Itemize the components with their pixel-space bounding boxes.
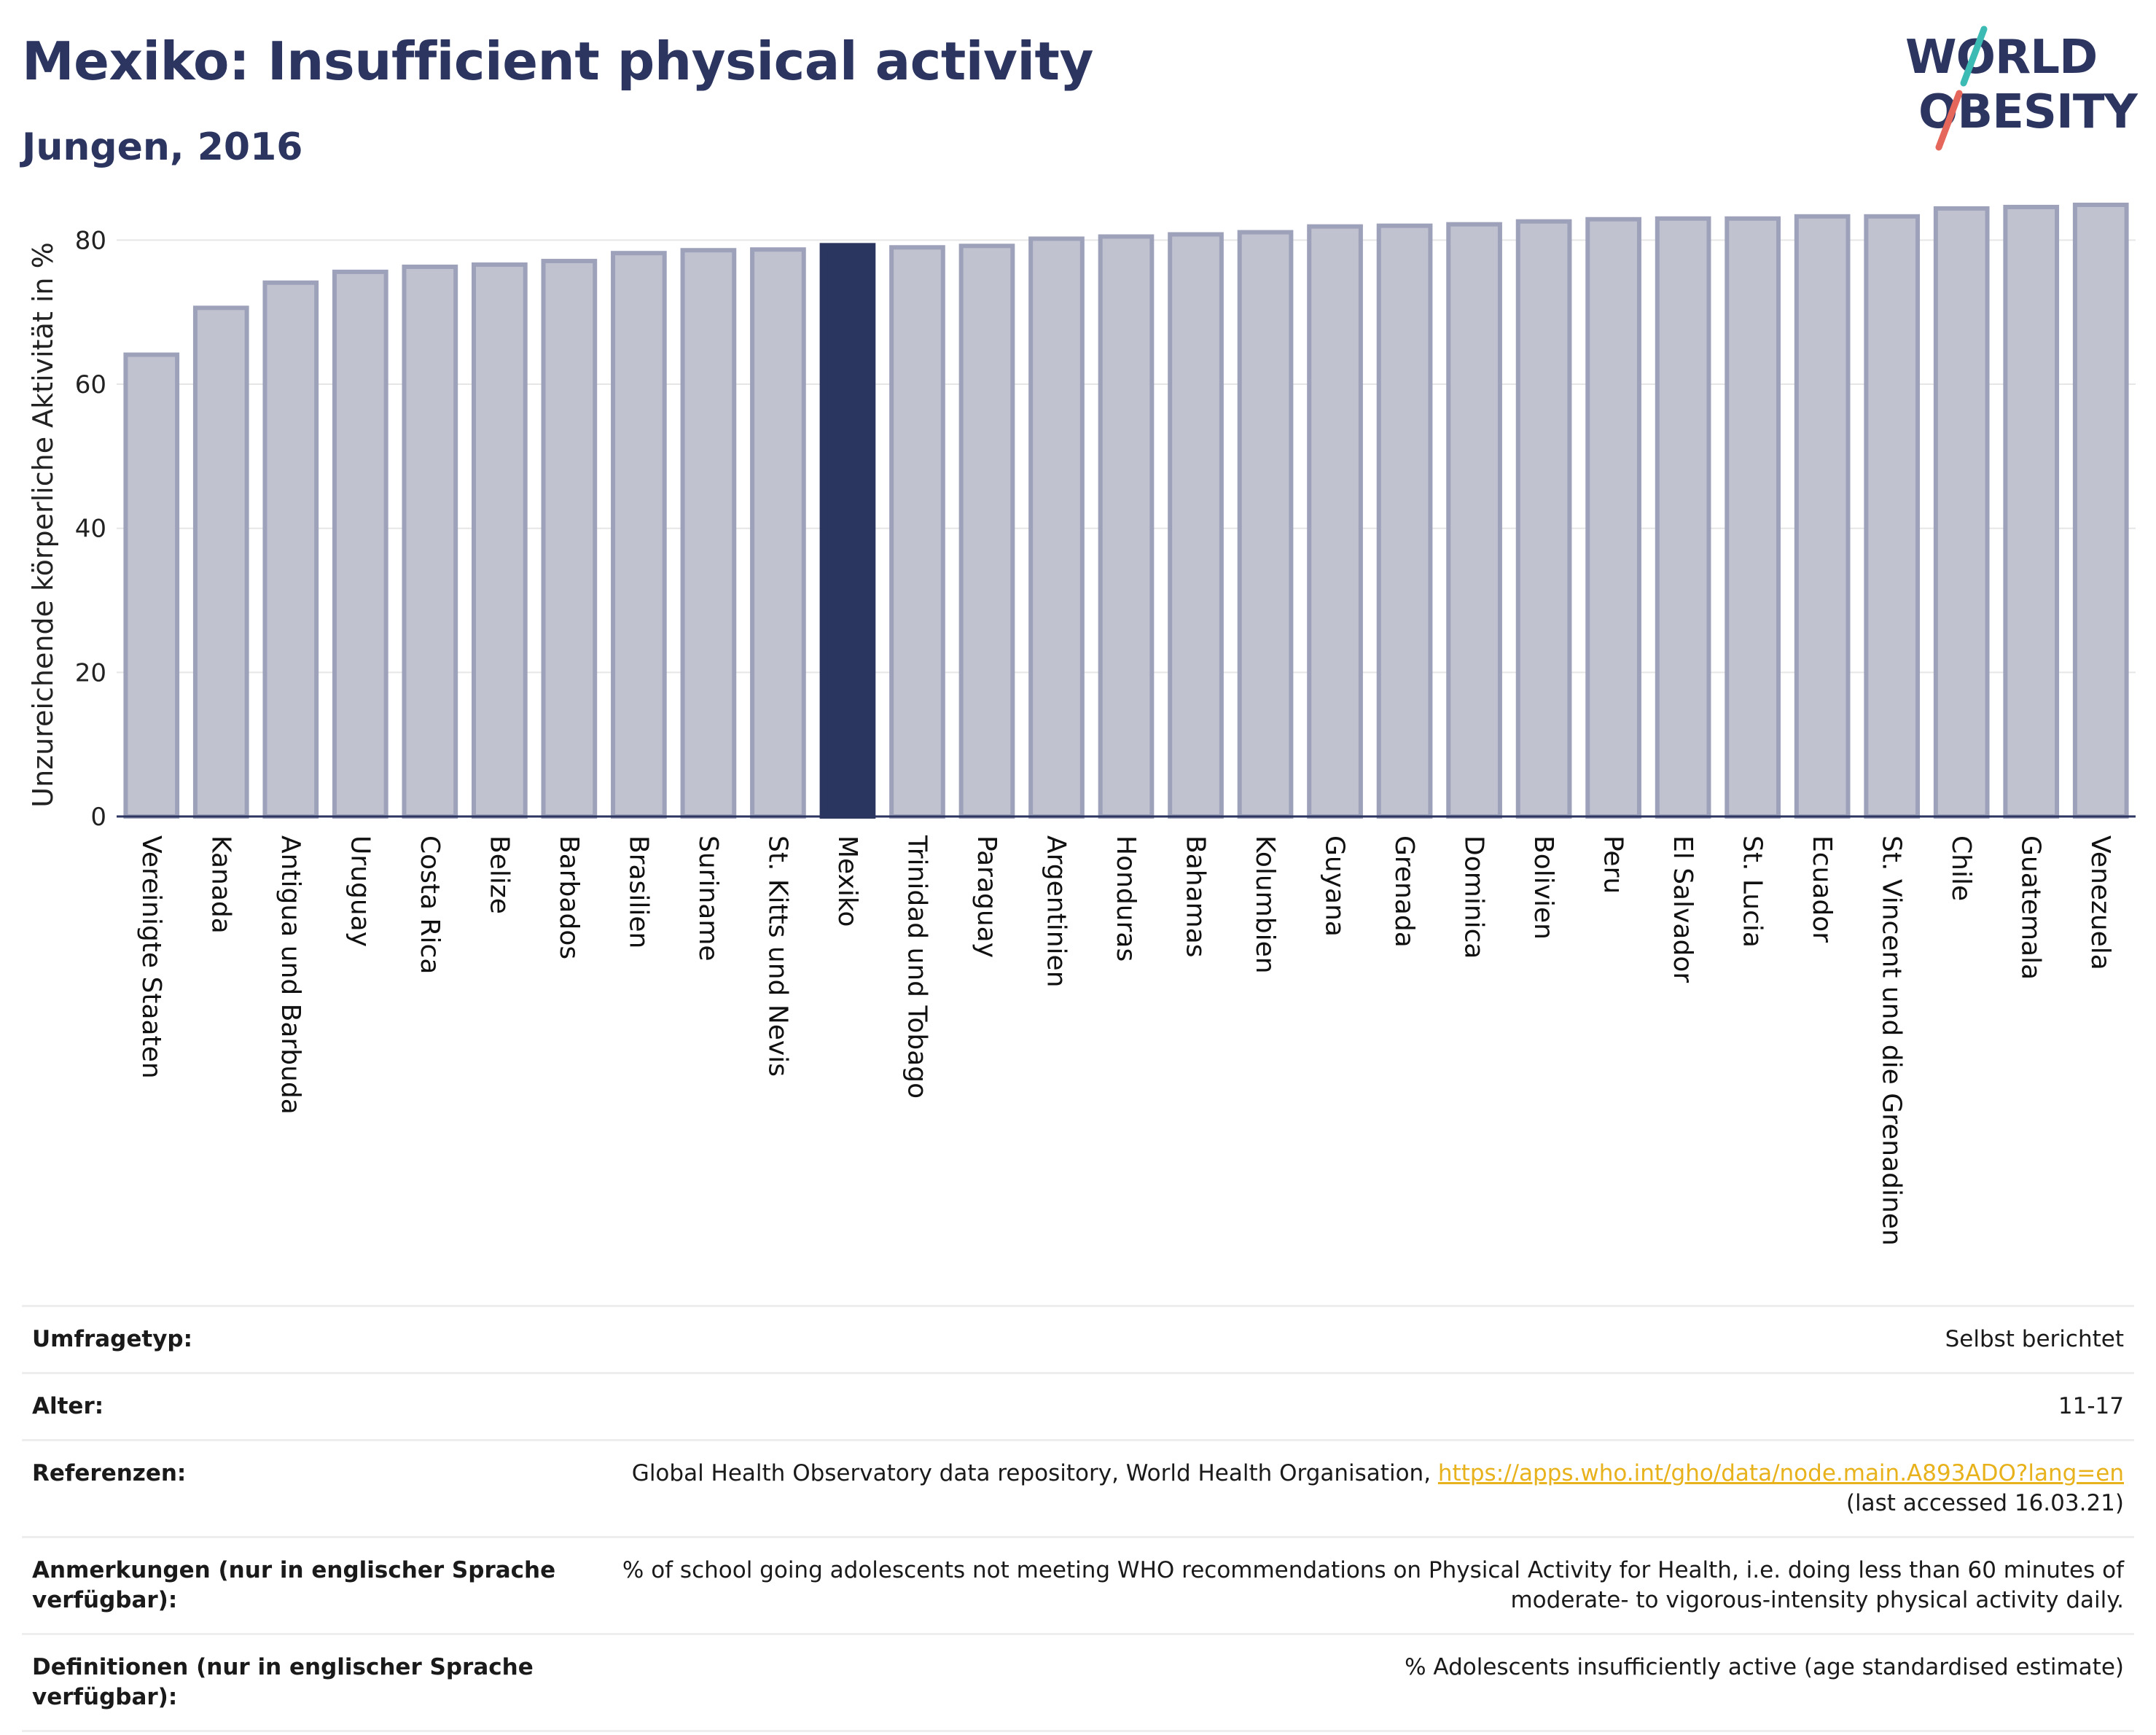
bar (1585, 217, 1641, 819)
x-tick-label: Honduras (1111, 835, 1141, 962)
y-tick-label: 0 (90, 803, 106, 832)
bar (2072, 202, 2129, 819)
info-value: 11-17 (2058, 1393, 2124, 1419)
bar (472, 262, 528, 819)
info-value: % Adolescents insufficiently active (age… (1405, 1654, 2124, 1680)
x-tick-label: Bolivien (1528, 835, 1558, 940)
world-obesity-logo: WORLD OBESITY (1905, 26, 2139, 151)
x-tick-label: Trinidad und Tobago (902, 835, 931, 1099)
info-value: Global Health Observatory data repositor… (571, 1459, 2124, 1518)
bar (819, 243, 876, 819)
bar (1794, 214, 1851, 819)
y-tick-label: 20 (75, 658, 106, 687)
bar (541, 259, 598, 819)
x-tick-label: Mexiko (832, 835, 862, 927)
bar (1098, 234, 1155, 819)
bar (1725, 216, 1781, 819)
x-tick-label: Guatemala (2016, 835, 2046, 980)
y-tick-label: 40 (75, 515, 106, 544)
x-tick-label: Suriname (693, 835, 723, 962)
bar (1168, 232, 1224, 819)
x-tick-label: Dominica (1459, 835, 1489, 959)
bar (262, 280, 319, 819)
bar (1307, 224, 1363, 819)
x-tick-label: Guyana (1320, 835, 1350, 937)
bar (1515, 219, 1572, 819)
x-tick-label: Costa Rica (415, 835, 445, 974)
page-subtitle: Jungen, 2016 (22, 125, 303, 169)
x-tick-label: Chile (1946, 835, 1976, 901)
y-tick-label: 60 (75, 370, 106, 399)
bar (1933, 206, 1990, 819)
info-row-survey-type: Umfragetyp: Selbst berichtet (22, 1307, 2134, 1374)
bar (680, 248, 737, 819)
bar (1864, 214, 1921, 819)
bar (1655, 216, 1711, 819)
info-value: % of school going adolescents not meetin… (622, 1557, 2124, 1613)
x-tick-label: Bahamas (1181, 835, 1211, 958)
x-tick-label: Venezuela (2085, 835, 2115, 970)
x-tick-label: Uruguay (345, 835, 375, 947)
reference-accessed: (last accessed 16.03.21) (1846, 1490, 2124, 1516)
info-label: Umfragetyp: (32, 1326, 192, 1352)
x-tick-label: Kanada (206, 835, 235, 934)
bar (750, 247, 806, 819)
logo-slash-red (1935, 90, 1963, 151)
reference-link[interactable]: https://apps.who.int/gho/data/node.main.… (1437, 1460, 2124, 1486)
info-row-age: Alter: 11-17 (22, 1374, 2134, 1441)
page-title: Mexiko: Insufficient physical activity (22, 31, 1093, 92)
bar (1028, 236, 1085, 819)
x-tick-label: Brasilien (623, 835, 653, 948)
x-tick-label: St. Vincent und die Grenadinen (1877, 835, 1907, 1246)
info-value: Selbst berichtet (1945, 1326, 2124, 1352)
x-tick-label: El Salvador (1668, 835, 1698, 983)
bar-chart: 0 20 40 60 80 Unzureichende körperliche Aktiv… (27, 202, 2136, 1246)
bar (332, 269, 388, 819)
x-tick-label: Barbados (554, 835, 584, 959)
bar (402, 264, 458, 819)
bar (1376, 223, 1433, 819)
info-label: Anmerkungen (nur in englischer Sprache v… (32, 1557, 556, 1613)
x-tick-label: Vereinigte Staaten (136, 835, 166, 1079)
x-tick-label: Antigua und Barbuda (276, 835, 305, 1115)
x-tick-label: Grenada (1389, 835, 1419, 948)
info-row-definitions: Definitionen (nur in englischer Sprache … (22, 1635, 2134, 1732)
x-tick-label: Peru (1598, 835, 1628, 894)
y-axis-label: Unzureichende körperliche Aktivität in % (27, 242, 59, 807)
x-tick-label: Paraguay (972, 835, 1001, 958)
logo-slash-teal (1960, 26, 1988, 87)
info-row-references: Referenzen: Global Health Observatory da… (22, 1441, 2134, 1538)
info-label: Definitionen (nur in englischer Sprache … (32, 1654, 534, 1710)
bar (889, 245, 945, 819)
y-tick-label: 80 (75, 226, 106, 255)
logo-text-world: WORLD (1905, 31, 2097, 85)
bar (192, 305, 249, 819)
info-row-notes: Anmerkungen (nur in englischer Sprache v… (22, 1538, 2134, 1635)
x-tick-label: Ecuador (1807, 835, 1837, 943)
bar (611, 251, 667, 819)
x-tick-label: Belize (484, 835, 514, 914)
bar (123, 352, 180, 819)
x-tick-label: St. Kitts und Nevis (762, 835, 792, 1077)
info-label: Referenzen: (32, 1460, 187, 1486)
x-tick-label: Kolumbien (1250, 835, 1280, 974)
info-label: Alter: (32, 1393, 104, 1419)
reference-text: Global Health Observatory data repositor… (631, 1460, 1438, 1486)
x-tick-label: Argentinien (1041, 835, 1071, 988)
bar (958, 243, 1015, 819)
bar (2003, 204, 2060, 819)
x-tick-label: St. Lucia (1738, 835, 1768, 948)
bar (1237, 230, 1294, 819)
info-table: Umfragetyp: Selbst berichtet Alter: 11-1… (22, 1305, 2134, 1732)
bar (1446, 222, 1502, 819)
